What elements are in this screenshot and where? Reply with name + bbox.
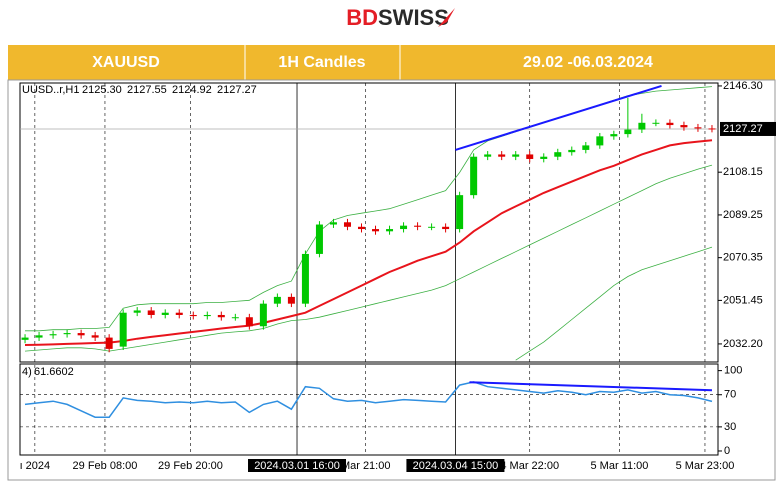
x-tick-box (248, 459, 347, 472)
candle-body (386, 229, 394, 232)
candle-body (456, 195, 464, 230)
candle-body (161, 312, 169, 315)
candle-body (189, 314, 197, 317)
x-tick-label: 2024.03.01 16:00 (254, 460, 340, 472)
candle-body (105, 337, 113, 349)
rsi-tick-label: 100 (724, 365, 742, 377)
candle-body (498, 154, 506, 157)
candle-body (63, 333, 71, 335)
candle-body (245, 317, 253, 327)
candle-body (329, 222, 337, 225)
x-tick-label: 5 Mar 11:00 (591, 460, 649, 472)
brand-swoosh (438, 8, 455, 27)
candle-body (568, 149, 576, 153)
candle-body (666, 122, 674, 126)
trendline (455, 84, 662, 151)
candle-body (512, 154, 520, 157)
candle-body (652, 122, 660, 124)
rsi-tick-label: 30 (724, 421, 736, 433)
candle-body (596, 136, 604, 146)
candle-body (231, 317, 239, 319)
candle-body (624, 129, 632, 135)
rsi-panel (19, 363, 719, 456)
candle-body (119, 312, 127, 347)
y-tick-label: 2089.25 (723, 209, 763, 221)
candle-body (77, 333, 85, 336)
rsi-tick-label: 0 (724, 445, 730, 457)
candle-body (680, 125, 688, 128)
candle-body (147, 310, 155, 315)
candle-body (91, 335, 99, 338)
candle-body (582, 145, 590, 150)
y-tick-label: 2051.45 (723, 294, 763, 306)
y-tick-label: 2070.35 (723, 252, 763, 264)
rsi-value: 61.6602 (34, 366, 74, 378)
header-cell: 29.02 -06.03.2024 (523, 54, 653, 71)
candle-body (484, 154, 492, 157)
header-cell: 1H Candles (278, 54, 365, 71)
price-box (720, 121, 776, 136)
candle-body (49, 334, 57, 336)
candle-body (357, 226, 365, 230)
brand-bd: BD (346, 5, 378, 30)
candle-body (526, 154, 534, 159)
candle-body (694, 127, 702, 129)
candle-body (708, 128, 716, 130)
x-tick-label: 5 Mar 23:00 (676, 460, 735, 472)
candle-body (343, 222, 351, 227)
candle-body (400, 225, 408, 230)
candle-body (133, 310, 141, 313)
candle-body (315, 224, 323, 254)
x-tick-box (406, 459, 505, 472)
candle-body (301, 253, 309, 304)
rsi-name: 4) (22, 366, 32, 378)
x-tick-label: ı 2024 (20, 460, 51, 472)
ohlc-label: 2124.92 (172, 84, 212, 96)
rsi-line (24, 381, 713, 418)
candle-body (554, 152, 562, 157)
ohlc-label: 2125.30 (82, 84, 122, 96)
x-tick-label: Mar 21:00 (341, 460, 391, 472)
candle-body (203, 314, 211, 317)
candle-body (442, 226, 450, 230)
candle-body (273, 296, 281, 304)
candle-body (217, 314, 225, 318)
ohlc-label: 2127.27 (217, 84, 257, 96)
candle-body (428, 226, 436, 228)
candle-body (35, 335, 43, 338)
indicator-line (515, 246, 713, 361)
indicator-line (25, 86, 713, 332)
candle-body (372, 229, 380, 232)
rsi-trendline (469, 381, 713, 392)
frame (7, 79, 776, 481)
candle-body (470, 156, 478, 196)
ohlc-label: 2127.55 (127, 84, 167, 96)
x-tick-label: 29 Feb 08:00 (73, 460, 138, 472)
candle-body (540, 156, 548, 159)
indicator-line (24, 139, 713, 346)
candle-body (287, 296, 295, 304)
indicator-line (24, 164, 713, 352)
y-tick-label: 2108.15 (723, 166, 763, 178)
x-tick-label: 29 Feb 20:00 (158, 460, 223, 472)
x-tick-label: 4 Mar 22:00 (500, 460, 559, 472)
candle-body (259, 303, 267, 327)
x-tick-label: 2024.03.04 15:00 (413, 460, 499, 472)
candle-body (21, 337, 29, 340)
header-bar (8, 45, 775, 80)
brand-swiss: SWISS (378, 5, 449, 30)
candle-body (175, 312, 183, 315)
rsi-tick-label: 70 (724, 389, 736, 401)
header-cell: XAUUSD (92, 54, 160, 71)
y-tick-label: 2146.30 (723, 80, 763, 92)
y-tick-label: 2032.20 (723, 338, 763, 350)
symbol-label: UUSD..r,H1 (22, 84, 79, 96)
price-panel (19, 82, 719, 363)
candle-body (610, 134, 618, 137)
candle-body (638, 122, 646, 130)
price-label: 2127.27 (723, 123, 763, 135)
candle-body (414, 225, 422, 227)
